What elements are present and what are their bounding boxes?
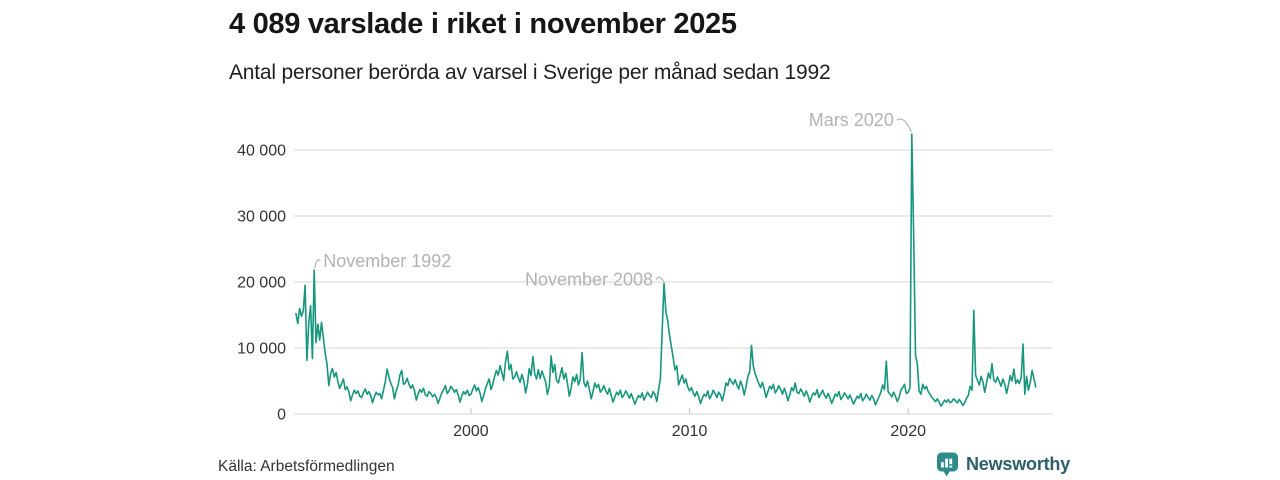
y-tick-label: 20 000	[237, 275, 286, 292]
y-tick-label: 30 000	[237, 209, 286, 226]
y-tick-label: 10 000	[237, 341, 286, 358]
annotation-leader	[314, 259, 321, 269]
series-line	[295, 133, 1037, 407]
annotation-label: November 2008	[525, 269, 653, 289]
annotation-leader	[655, 276, 665, 282]
annotation-label: November 1992	[323, 251, 451, 271]
newsworthy-logo-icon	[937, 452, 958, 477]
x-tick-label: 2000	[453, 423, 489, 440]
y-tick-label: 0	[277, 407, 286, 424]
brand-name: Newsworthy	[966, 454, 1071, 474]
annotation-leader	[896, 118, 912, 133]
page-subtitle: Antal personer berörda av varsel i Sveri…	[229, 61, 831, 84]
brand-lockup: Newsworthy	[936, 452, 1070, 477]
x-tick-label: 2020	[890, 423, 926, 440]
y-tick-label: 40 000	[237, 143, 286, 160]
x-tick-label: 2010	[672, 423, 708, 440]
source-note: Källa: Arbetsförmedlingen	[218, 458, 395, 475]
page-title: 4 089 varslade i riket i november 2025	[229, 8, 737, 40]
annotation-label: Mars 2020	[809, 110, 894, 130]
